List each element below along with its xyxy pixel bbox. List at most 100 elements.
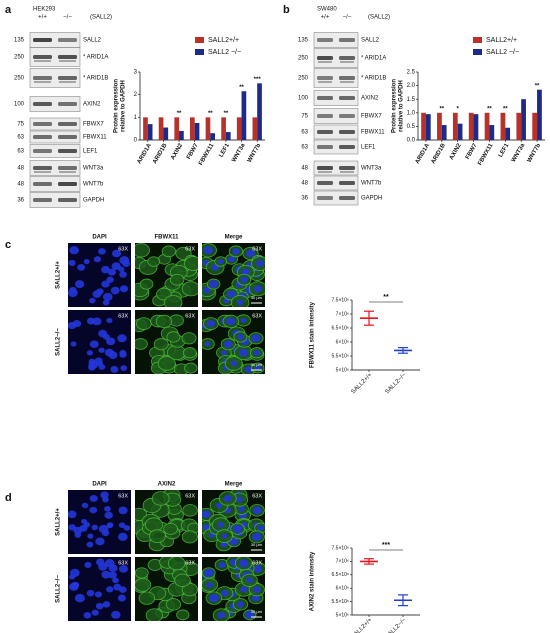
significance: **	[503, 106, 508, 112]
significance: ***	[382, 542, 390, 549]
nucleus	[106, 276, 114, 283]
legend-swatch	[473, 49, 482, 55]
blot-strip	[29, 144, 81, 158]
blot-band	[59, 171, 76, 173]
blot-band	[58, 38, 77, 42]
protein-label: SALL2	[361, 38, 380, 44]
protein-label: * ARID1A	[361, 56, 386, 62]
nucleus	[89, 494, 98, 502]
bar	[225, 132, 231, 140]
magnification: 63X	[252, 313, 262, 319]
bar	[421, 112, 426, 140]
bar	[179, 130, 184, 140]
blot-band	[33, 135, 52, 139]
blot-band	[317, 56, 333, 60]
nucleus	[74, 532, 81, 538]
protein-label: WNT3a	[83, 166, 104, 172]
row-label: SALL2−/−	[56, 328, 62, 356]
protein-label: LEF1	[361, 145, 376, 151]
y-tick-label: 7.5×10⁶	[332, 545, 350, 551]
nucleus	[88, 358, 96, 365]
nucleus	[117, 594, 126, 602]
cell	[135, 338, 148, 350]
blot-band	[33, 38, 52, 42]
nucleus	[100, 491, 109, 499]
mw-marker: 48	[17, 182, 24, 188]
cell	[161, 245, 177, 258]
panel-label: b	[283, 4, 290, 16]
nucleus	[118, 522, 126, 529]
y-tick-label: 7×10⁶	[336, 559, 349, 565]
blot-band	[58, 182, 77, 186]
blot-band	[34, 171, 51, 173]
panel-label: a	[5, 4, 12, 16]
cell-line: SW480	[317, 7, 337, 13]
nucleus	[227, 256, 236, 263]
nucleus	[83, 258, 90, 265]
blot-band	[317, 114, 333, 118]
genotype: +/+	[38, 15, 47, 21]
nucleus	[257, 525, 265, 531]
protein-label: * ARID1B	[361, 76, 386, 82]
bar	[484, 112, 490, 140]
blot-band	[318, 61, 332, 63]
protein-label: LEF1	[83, 149, 98, 155]
protein-label: GAPDH	[361, 196, 382, 202]
nucleus	[238, 348, 248, 357]
cell	[139, 278, 154, 290]
nucleus	[202, 510, 211, 519]
blot-band	[340, 61, 354, 63]
nucleus	[232, 524, 243, 534]
magnification: 63X	[185, 246, 195, 252]
blot-band	[339, 196, 355, 200]
bar	[252, 117, 258, 140]
cell	[181, 583, 198, 597]
y-tick-label: 7×10⁶	[336, 311, 349, 317]
nucleus	[91, 524, 99, 531]
nucleus	[83, 521, 91, 528]
column-header: FBWX11	[154, 235, 179, 241]
nucleus	[236, 333, 244, 340]
blot-band	[339, 76, 355, 80]
nucleus	[223, 340, 233, 348]
nucleus	[119, 349, 127, 356]
y-tick-label: 7.5×10⁶	[332, 297, 350, 303]
panel-label: c	[5, 239, 11, 251]
y-tick-label: 1.0	[407, 110, 416, 116]
blot-band	[317, 166, 333, 170]
nucleus	[102, 496, 109, 503]
column-header: AXIN2	[158, 482, 176, 488]
nucleus	[102, 601, 111, 608]
y-tick-label: 5×10⁶	[336, 367, 349, 373]
blot-band	[339, 96, 355, 100]
nucleus	[226, 290, 236, 298]
nucleus	[101, 265, 110, 274]
nucleus	[72, 320, 82, 328]
panel-label: d	[5, 492, 12, 504]
y-tick-label: 0.0	[407, 138, 416, 144]
blot-band	[339, 166, 355, 170]
nucleus	[226, 317, 236, 326]
mw-marker: 75	[17, 122, 24, 128]
blot-strip	[313, 90, 359, 106]
nucleus	[104, 506, 111, 512]
magnification: 63X	[118, 313, 128, 319]
blot-band	[340, 81, 354, 83]
blot-strip	[313, 190, 359, 206]
bar	[425, 114, 431, 140]
row-label: SALL2−/−	[56, 575, 62, 603]
nucleus	[104, 348, 114, 357]
cell	[145, 608, 163, 621]
cell	[184, 256, 198, 271]
nucleus	[220, 589, 229, 597]
nucleus	[70, 341, 77, 347]
nucleus	[223, 494, 232, 502]
bar	[441, 125, 447, 140]
cell	[147, 256, 161, 267]
y-tick-label: 0	[134, 138, 138, 144]
bar	[205, 117, 211, 140]
cell	[176, 609, 190, 621]
bar	[174, 117, 180, 140]
nucleus	[69, 246, 79, 255]
protein-label: FBWX7	[361, 114, 382, 120]
